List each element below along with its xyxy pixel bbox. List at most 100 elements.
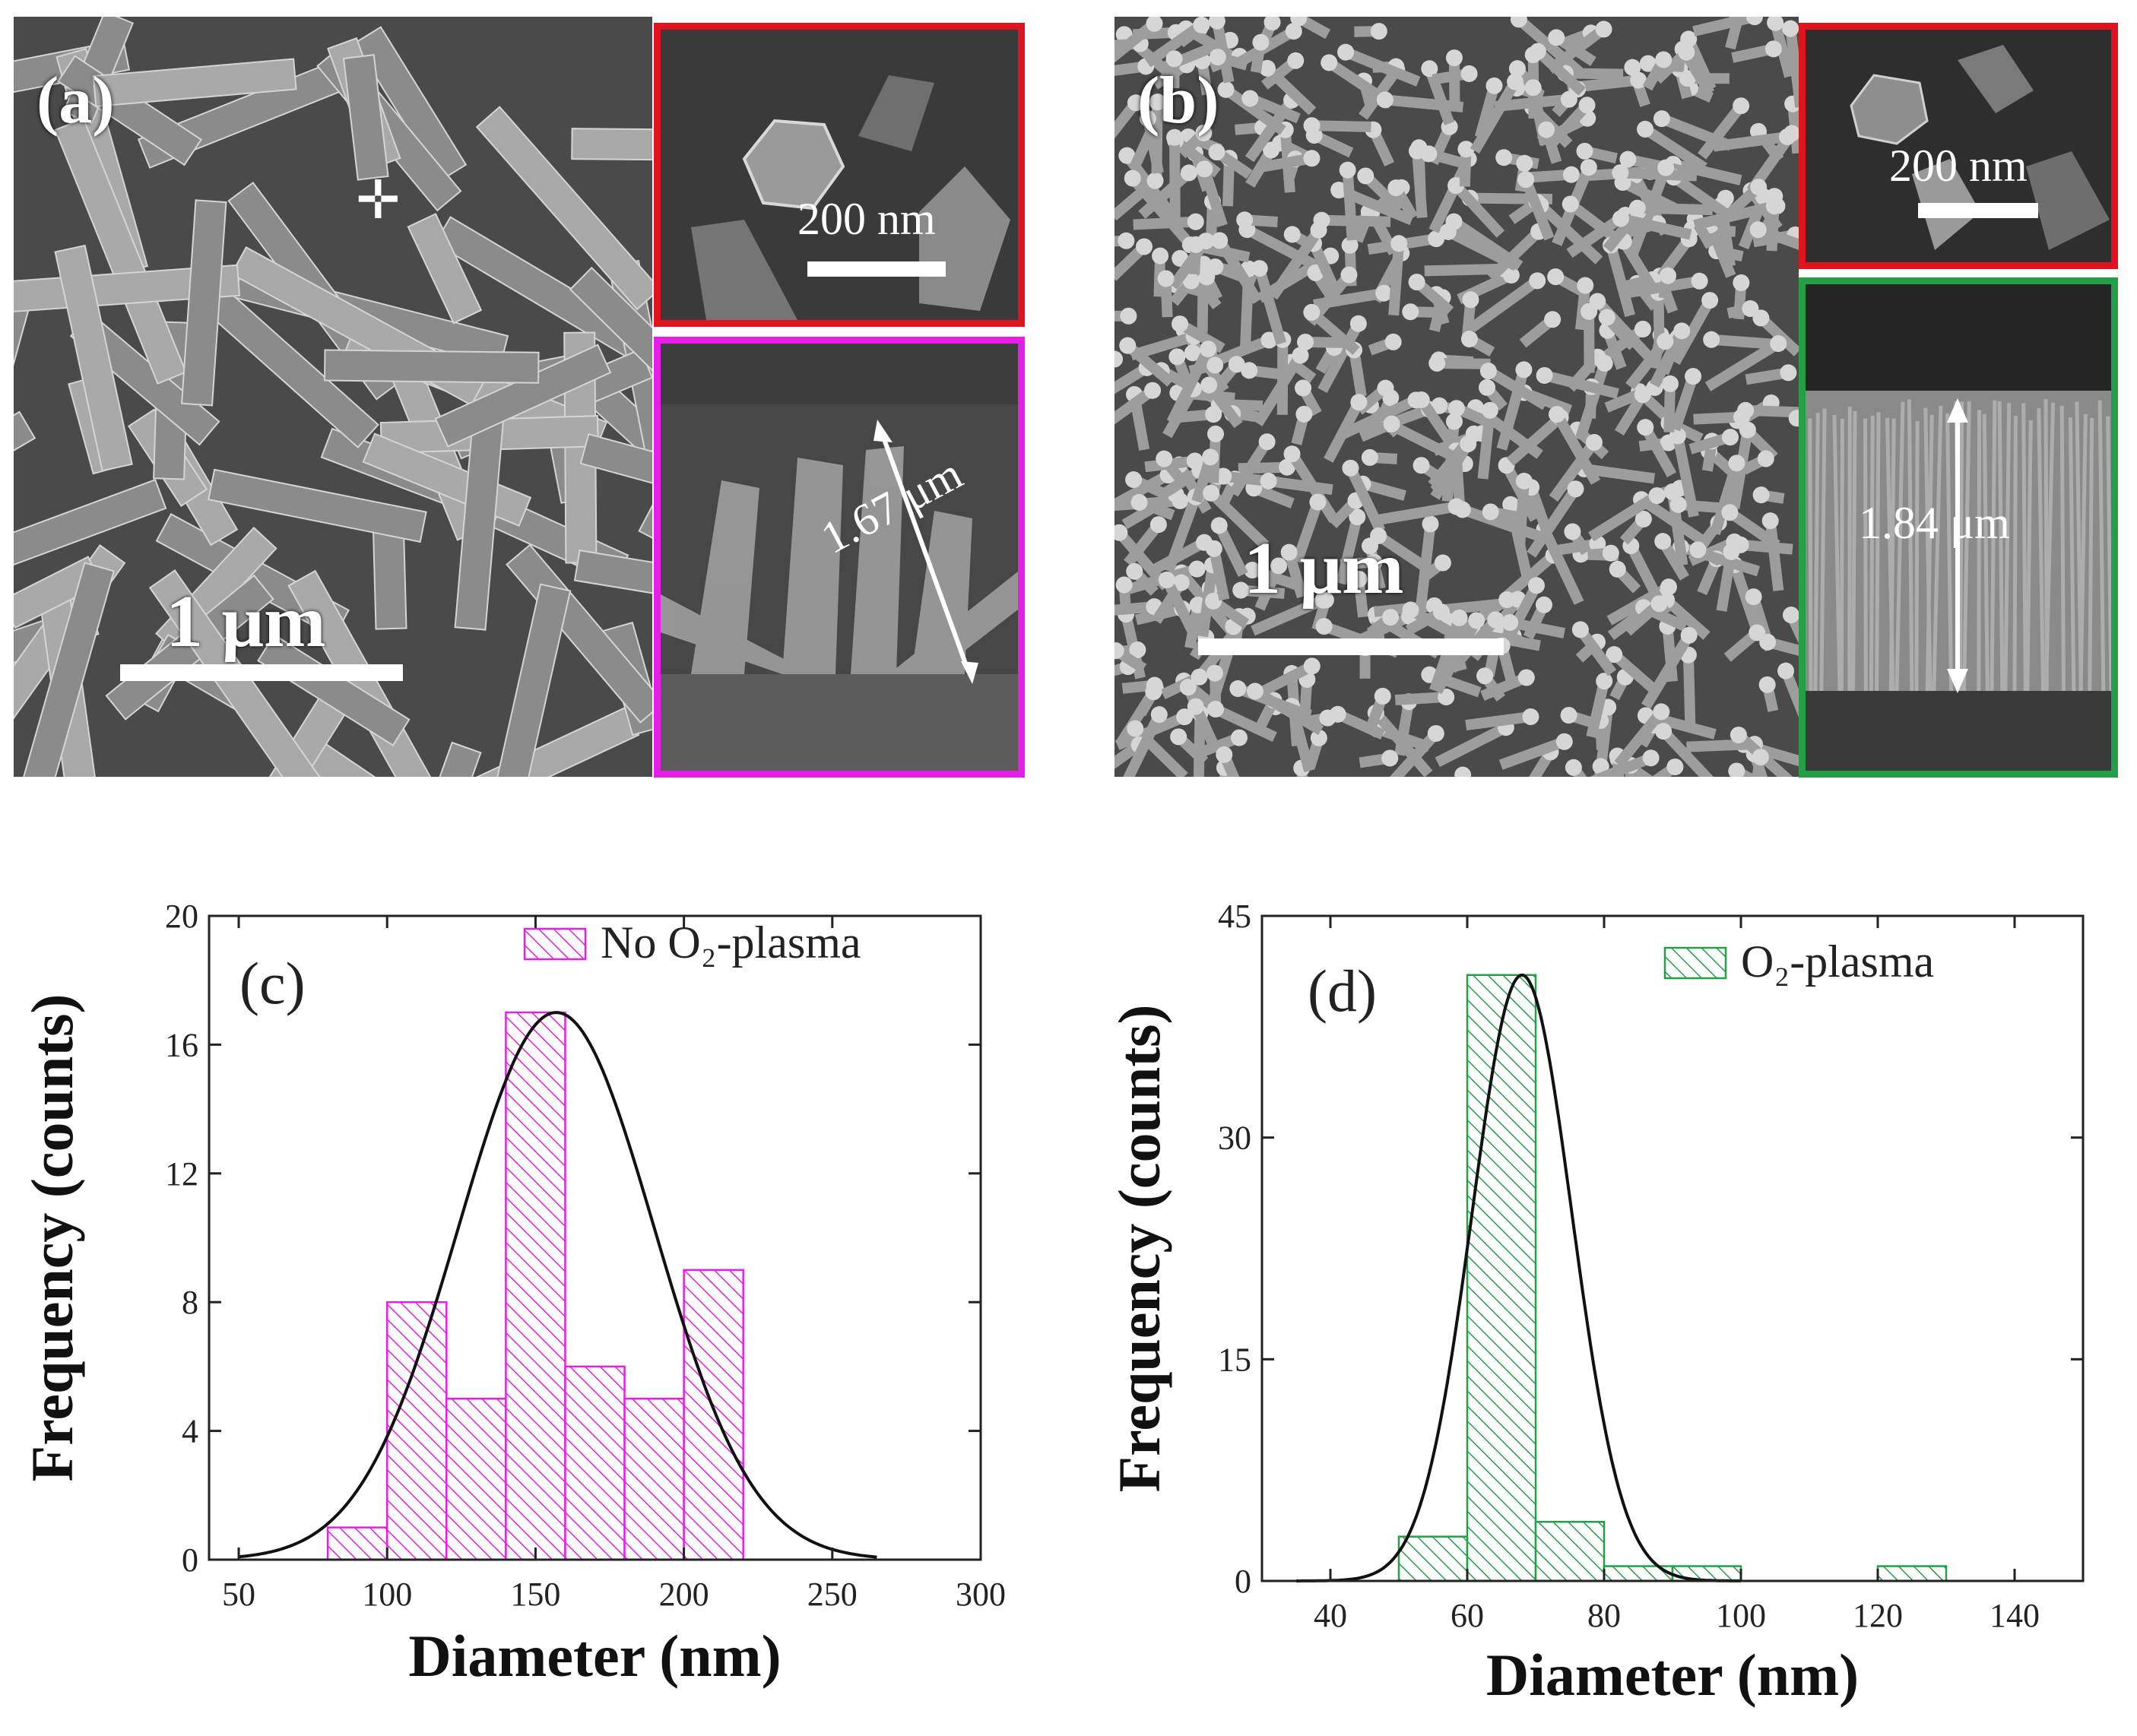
nanorod (1114, 382, 1162, 435)
nanorod-tip (1485, 77, 1503, 94)
nanorod (1236, 211, 1278, 229)
nanorod (475, 106, 652, 311)
nanorod-tip (1679, 70, 1696, 87)
nanorod (1669, 496, 1723, 514)
nanorod-tip (1524, 79, 1542, 97)
nanorod-tip (1653, 110, 1670, 128)
nanorod-tip (1118, 147, 1136, 164)
nanorod-tip (1778, 128, 1796, 146)
nanorod-body (1432, 617, 1482, 695)
nanorod-tip (1660, 267, 1677, 284)
nanorod-tip (1208, 17, 1225, 30)
nanorod-tip (1230, 729, 1248, 746)
nanorod-body (1362, 172, 1404, 214)
nanorod-tip (1125, 471, 1143, 489)
x-axis-label: Diameter (nm) (408, 1623, 781, 1689)
nanorod (1340, 553, 1383, 571)
nanorod-tip (1657, 159, 1675, 176)
nanorod-side (1925, 414, 1934, 692)
nanorod-body (1770, 21, 1795, 78)
nanorod-body (354, 26, 468, 182)
nanorod (1211, 331, 1278, 367)
nanorod (1658, 267, 1677, 299)
nanorod (1118, 706, 1168, 777)
nanorod-body (1584, 311, 1595, 373)
nanorod-tip (1770, 335, 1787, 353)
nanorod-body (1486, 227, 1543, 282)
nanorod-body (1712, 182, 1762, 230)
histogram-bar (326, 1526, 388, 1561)
nanorod-tip (1560, 707, 1577, 724)
nanorod-tip (1780, 364, 1797, 382)
nanorod-tip (1260, 472, 1277, 489)
nanorod-tip (1460, 436, 1477, 453)
nanorod-tip (1538, 121, 1555, 138)
nanorod (1782, 607, 1799, 690)
nanorod (1642, 51, 1673, 91)
nanorod-body (1565, 68, 1624, 80)
nanorod-body (1547, 101, 1591, 148)
nanorod-tip (1648, 487, 1666, 505)
nanorod (1588, 487, 1666, 542)
nanorod-body (1114, 386, 1156, 435)
nanorod (1229, 433, 1276, 497)
nanorod-tip (1330, 182, 1348, 199)
nanorod-tip (1315, 618, 1333, 635)
legend-label: O₂-plasma (1741, 936, 1934, 987)
nanorod-tip (1152, 247, 1169, 265)
nanorod (181, 199, 227, 407)
nanorod-body (1124, 521, 1163, 567)
nanorod-side (1977, 410, 1982, 692)
nanorod-tip (1150, 706, 1168, 724)
nanorod-body (1641, 424, 1677, 478)
panel-label-a: (a) (36, 64, 115, 138)
nanorod-tip (1752, 486, 1770, 504)
nanorod-tip (1460, 65, 1478, 82)
nanorod (1205, 592, 1250, 629)
nanorod-tip (1580, 159, 1597, 176)
nanorod-body (1588, 491, 1660, 542)
nanorod (1206, 664, 1223, 711)
nanorod-body (1283, 550, 1308, 599)
nanorod-tip (1205, 592, 1222, 610)
nanorod-tip (1127, 720, 1144, 737)
nanorod-body (571, 128, 652, 163)
nanorod (148, 569, 331, 777)
nanorod-body (1191, 704, 1220, 751)
nanorod (54, 117, 187, 385)
gaussian-fit-curve (238, 1011, 877, 1559)
nanorod-tip (1365, 553, 1383, 571)
nanorod-body (1166, 347, 1213, 425)
nanorod-body (1705, 223, 1736, 278)
nanorod-body (1207, 489, 1270, 550)
nanorod-tip (1479, 363, 1497, 380)
nanorod-body (1251, 595, 1326, 636)
nanorod (1767, 17, 1795, 78)
nanorod-tip (1182, 272, 1200, 290)
nanorod-tip (1196, 160, 1213, 178)
nanorod (1732, 536, 1793, 555)
nanorod-body (54, 117, 187, 385)
nanorod-body (14, 562, 116, 777)
nanorod-tip (1479, 379, 1496, 396)
x-tick-label: 60 (1451, 1597, 1484, 1634)
nanorod-tip (1280, 543, 1298, 561)
y-tick-label: 0 (182, 1541, 198, 1579)
nanorod-body (1114, 363, 1150, 410)
nanorod-tip (1733, 274, 1750, 291)
nanorod (1354, 23, 1387, 40)
nanorod-side (2025, 420, 2033, 692)
nanorod-body (1375, 531, 1434, 575)
gaussian-fit-curve (1296, 973, 1741, 1582)
scale-bar-b (1198, 638, 1504, 655)
y-tick-label: 4 (182, 1413, 198, 1450)
nanorod-body (1710, 461, 1742, 536)
nanorod-body (1340, 394, 1419, 440)
nanorod-body (1527, 486, 1581, 558)
nanorod-body (1204, 382, 1243, 429)
nanorod-tip (1487, 611, 1504, 629)
nanorod-body (1342, 169, 1358, 241)
nanorod-body (1361, 479, 1407, 501)
nanorod-side (1945, 413, 1954, 692)
nanorod-tip (1187, 698, 1204, 715)
